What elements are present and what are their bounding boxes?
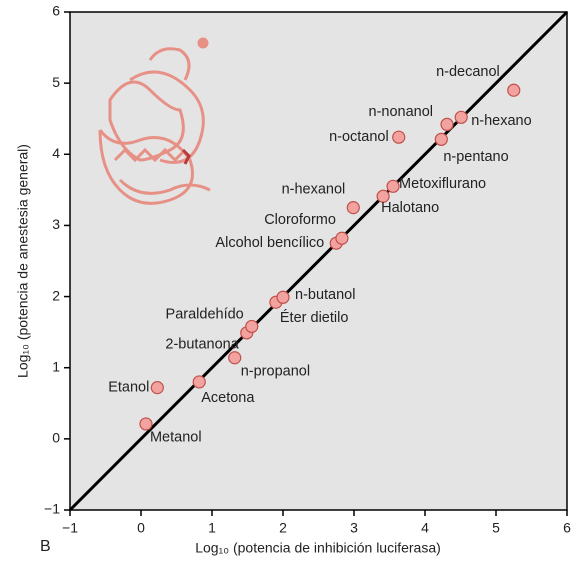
point-label: n-butanol bbox=[295, 287, 355, 303]
y-tick-label: 3 bbox=[52, 216, 60, 232]
x-tick-label: 6 bbox=[563, 520, 571, 536]
x-tick-label: 0 bbox=[137, 520, 145, 536]
y-tick-label: 4 bbox=[52, 145, 60, 161]
point bbox=[387, 180, 399, 192]
y-tick-label: 1 bbox=[52, 358, 60, 374]
chart: B Log₁₀ (potencia de inhibición lucifera… bbox=[0, 0, 577, 574]
point-label: Acetona bbox=[201, 390, 255, 406]
point bbox=[140, 418, 152, 430]
point bbox=[441, 118, 453, 130]
point-label: Cloroformo bbox=[264, 212, 336, 228]
x-tick-label: 1 bbox=[208, 520, 216, 536]
x-tick-label: 3 bbox=[350, 520, 358, 536]
x-tick-label: 2 bbox=[279, 520, 287, 536]
point bbox=[229, 352, 241, 364]
point bbox=[393, 131, 405, 143]
point-label: Éter dietilo bbox=[280, 309, 349, 326]
point-label: Paraldehído bbox=[166, 306, 244, 322]
point bbox=[435, 133, 447, 145]
point-label: Etanol bbox=[108, 379, 149, 395]
y-tick-label: 2 bbox=[52, 287, 60, 303]
point bbox=[151, 382, 163, 394]
point bbox=[455, 111, 467, 123]
point bbox=[193, 376, 205, 388]
y-axis-label: Log₁₀ (potencia de anestesia general) bbox=[15, 144, 31, 378]
point-label: Metanol bbox=[150, 430, 202, 446]
point-label: Halotano bbox=[381, 200, 439, 216]
x-tick-label: 5 bbox=[492, 520, 500, 536]
point bbox=[277, 291, 289, 303]
point bbox=[508, 84, 520, 96]
point-label: Metoxiflurano bbox=[399, 176, 486, 192]
point bbox=[347, 202, 359, 214]
point-label: Alcohol bencílico bbox=[215, 235, 324, 251]
point-label: n-propanol bbox=[241, 364, 310, 380]
point bbox=[336, 232, 348, 244]
y-tick-label: 5 bbox=[52, 74, 60, 90]
point-label: n-octanol bbox=[329, 129, 389, 145]
point-label: n-pentano bbox=[443, 149, 508, 165]
x-axis-label: Log₁₀ (potencia de inhibición luciferasa… bbox=[195, 540, 441, 556]
y-tick-label: −1 bbox=[44, 501, 60, 517]
x-tick-label: 4 bbox=[421, 520, 429, 536]
point-label: n-hexano bbox=[471, 113, 531, 129]
point-label: n-hexanol bbox=[282, 181, 346, 197]
point-label: n-decanol bbox=[436, 64, 500, 80]
panel-label: B bbox=[40, 538, 51, 555]
point-label: n-nonanol bbox=[369, 104, 434, 120]
point bbox=[246, 320, 258, 332]
x-tick-label: −1 bbox=[62, 520, 78, 536]
y-tick-label: 0 bbox=[52, 430, 60, 446]
point-label: 2-butanona bbox=[165, 337, 239, 353]
y-tick-label: 6 bbox=[52, 3, 60, 19]
